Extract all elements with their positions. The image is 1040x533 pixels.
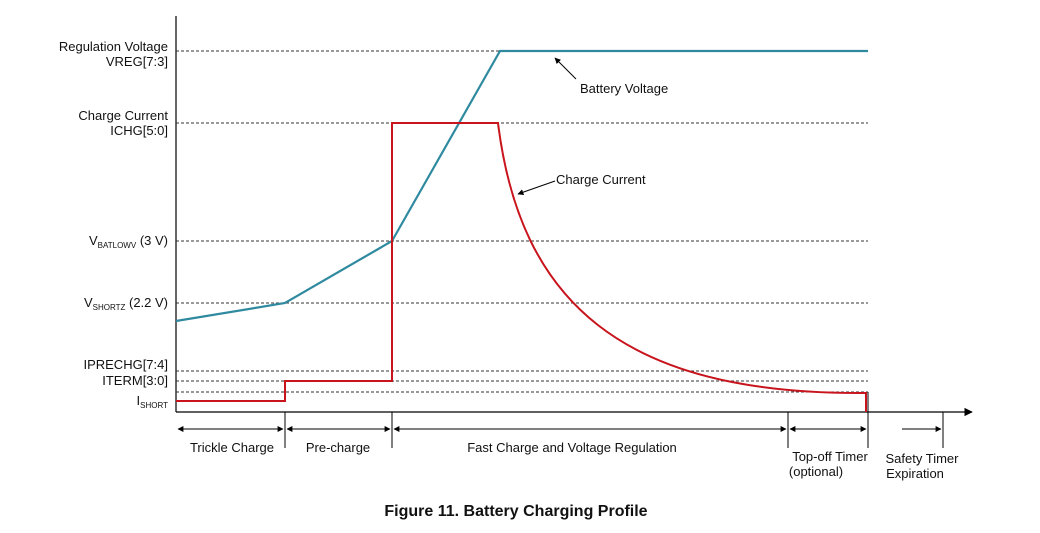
charge-current-curve (176, 122, 867, 412)
phase-topoff-label-1: Top-off Timer (792, 449, 868, 464)
phase-precharge-label: Pre-charge (306, 440, 370, 455)
phase-fast-label: Fast Charge and Voltage Regulation (467, 440, 677, 455)
label-regulation-voltage-2: VREG[7:3] (106, 54, 168, 69)
label-charge-current-1: Charge Current (78, 108, 168, 123)
guide-lines (176, 50, 868, 393)
label-iterm: ITERM[3:0] (102, 373, 168, 388)
phase-safety-label-2: Expiration (886, 466, 944, 481)
label-iprechg: IPRECHG[7:4] (83, 357, 168, 372)
label-regulation-voltage-1: Regulation Voltage (59, 39, 168, 54)
annotation-charge-current: Charge Current (556, 172, 646, 187)
annotation-battery-voltage: Battery Voltage (580, 81, 668, 96)
phase-safety-label-1: Safety Timer (886, 451, 960, 466)
battery-voltage-pointer (554, 57, 577, 80)
label-ishort: ISHORT (137, 393, 169, 410)
battery-voltage-curve (175, 49, 868, 323)
phase-trickle-label: Trickle Charge (190, 440, 274, 455)
figure-caption: Figure 11. Battery Charging Profile (384, 503, 647, 520)
phase-topoff-label-2: (optional) (789, 464, 843, 479)
charge-current-pointer (517, 180, 556, 196)
label-vbatlowv: VBATLOWV (3 V) (89, 233, 168, 250)
label-vshortz: VSHORTZ (2.2 V) (84, 295, 168, 312)
label-charge-current-2: ICHG[5:0] (110, 123, 168, 138)
phase-boundaries (284, 392, 944, 448)
